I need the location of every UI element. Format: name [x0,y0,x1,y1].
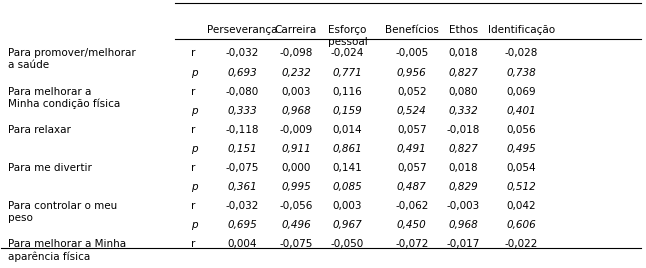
Text: -0,022: -0,022 [505,239,538,250]
Text: 0,606: 0,606 [506,220,536,230]
Text: -0,118: -0,118 [226,125,259,135]
Text: Para relaxar: Para relaxar [8,125,70,135]
Text: 0,000: 0,000 [281,163,311,173]
Text: 0,052: 0,052 [397,87,426,97]
Text: 0,827: 0,827 [448,68,478,77]
Text: -0,080: -0,080 [226,87,259,97]
Text: r: r [191,87,196,97]
Text: -0,032: -0,032 [226,49,259,58]
Text: -0,028: -0,028 [505,49,538,58]
Text: Ethos: Ethos [449,25,478,35]
Text: -0,032: -0,032 [226,201,259,211]
Text: -0,075: -0,075 [226,163,259,173]
Text: 0,491: 0,491 [397,144,426,154]
Text: 0,995: 0,995 [281,182,311,192]
Text: 0,967: 0,967 [333,220,362,230]
Text: 0,512: 0,512 [506,182,536,192]
Text: -0,072: -0,072 [395,239,428,250]
Text: 0,968: 0,968 [448,220,478,230]
Text: 0,057: 0,057 [397,163,426,173]
Text: 0,018: 0,018 [448,163,478,173]
Text: -0,018: -0,018 [446,125,480,135]
Text: 0,085: 0,085 [333,182,362,192]
Text: 0,159: 0,159 [333,106,362,116]
Text: 0,361: 0,361 [228,182,258,192]
Text: 0,003: 0,003 [281,87,311,97]
Text: 0,496: 0,496 [281,220,311,230]
Text: 0,861: 0,861 [333,144,362,154]
Text: p: p [191,182,198,192]
Text: -0,024: -0,024 [331,49,364,58]
Text: r: r [191,201,196,211]
Text: -0,017: -0,017 [446,239,480,250]
Text: -0,005: -0,005 [395,49,428,58]
Text: 0,738: 0,738 [506,68,536,77]
Text: p: p [191,106,198,116]
Text: 0,080: 0,080 [448,87,478,97]
Text: 0,956: 0,956 [397,68,426,77]
Text: r: r [191,49,196,58]
Text: 0,487: 0,487 [397,182,426,192]
Text: Para controlar o meu
peso: Para controlar o meu peso [8,201,117,223]
Text: 0,151: 0,151 [228,144,258,154]
Text: 0,332: 0,332 [448,106,478,116]
Text: 0,116: 0,116 [333,87,362,97]
Text: 0,042: 0,042 [506,201,536,211]
Text: r: r [191,125,196,135]
Text: p: p [191,144,198,154]
Text: 0,057: 0,057 [397,125,426,135]
Text: -0,050: -0,050 [331,239,364,250]
Text: 0,401: 0,401 [506,106,536,116]
Text: 0,014: 0,014 [333,125,362,135]
Text: Perseverança: Perseverança [207,25,278,35]
Text: Esforço
pessoal: Esforço pessoal [328,25,368,47]
Text: 0,524: 0,524 [397,106,426,116]
Text: -0,056: -0,056 [279,201,313,211]
Text: 0,450: 0,450 [397,220,426,230]
Text: 0,771: 0,771 [333,68,362,77]
Text: 0,141: 0,141 [333,163,362,173]
Text: 0,829: 0,829 [448,182,478,192]
Text: Para promover/melhorar
a saúde: Para promover/melhorar a saúde [8,49,136,70]
Text: 0,003: 0,003 [333,201,362,211]
Text: p: p [191,68,198,77]
Text: -0,009: -0,009 [279,125,313,135]
Text: Benefícios: Benefícios [385,25,439,35]
Text: 0,968: 0,968 [281,106,311,116]
Text: Para melhorar a
Minha condição física: Para melhorar a Minha condição física [8,87,120,109]
Text: Carreira: Carreira [275,25,317,35]
Text: 0,693: 0,693 [228,68,258,77]
Text: 0,054: 0,054 [506,163,536,173]
Text: Para melhorar a Minha
aparência física: Para melhorar a Minha aparência física [8,239,126,262]
Text: Identificação: Identificação [488,25,555,35]
Text: -0,098: -0,098 [279,49,313,58]
Text: r: r [191,239,196,250]
Text: -0,075: -0,075 [279,239,313,250]
Text: 0,495: 0,495 [506,144,536,154]
Text: 0,232: 0,232 [281,68,311,77]
Text: 0,018: 0,018 [448,49,478,58]
Text: r: r [191,163,196,173]
Text: -0,003: -0,003 [446,201,480,211]
Text: p: p [191,220,198,230]
Text: -0,062: -0,062 [395,201,428,211]
Text: 0,695: 0,695 [228,220,258,230]
Text: 0,333: 0,333 [228,106,258,116]
Text: 0,069: 0,069 [506,87,536,97]
Text: 0,056: 0,056 [506,125,536,135]
Text: 0,827: 0,827 [448,144,478,154]
Text: 0,004: 0,004 [228,239,257,250]
Text: Para me divertir: Para me divertir [8,163,92,173]
Text: 0,911: 0,911 [281,144,311,154]
